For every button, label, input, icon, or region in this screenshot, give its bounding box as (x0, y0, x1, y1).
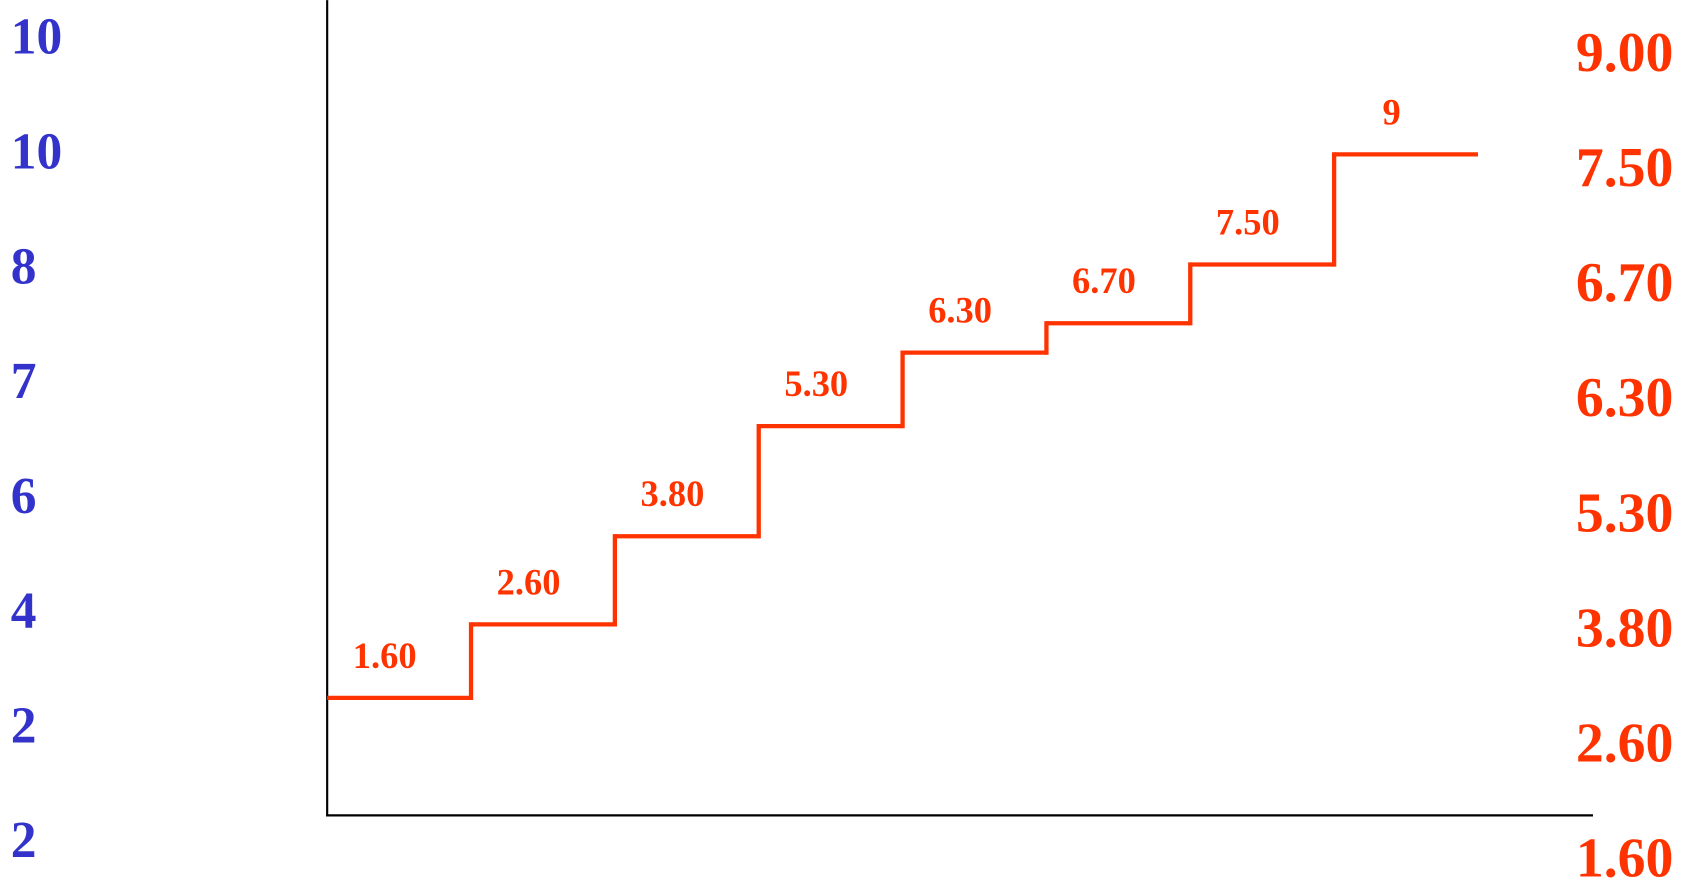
data-label: 7.50 (1216, 202, 1280, 242)
data-label: 6.70 (1072, 261, 1136, 301)
data-label: 2.60 (497, 562, 561, 602)
left-label: 2 (11, 697, 37, 754)
right-label: 3.80 (1576, 597, 1674, 659)
left-label: 4 (11, 583, 37, 640)
right-label: 1.60 (1576, 828, 1674, 882)
right-label: 6.70 (1576, 252, 1674, 314)
right-label: 9.00 (1576, 22, 1674, 84)
right-label: 5.30 (1576, 482, 1674, 544)
data-label: 1.60 (353, 636, 417, 676)
left-label: 8 (11, 238, 37, 295)
left-label: 2 (11, 812, 37, 869)
left-label: 10 (11, 9, 62, 66)
left-label: 10 (11, 124, 62, 181)
right-label: 7.50 (1576, 137, 1674, 199)
left-label: 7 (11, 353, 37, 410)
data-label: 3.80 (640, 474, 704, 514)
right-label: 6.30 (1576, 367, 1674, 429)
data-label: 5.30 (784, 364, 848, 404)
data-label: 6.30 (928, 291, 992, 331)
right-label: 2.60 (1576, 713, 1674, 775)
left-label: 6 (11, 468, 37, 525)
data-label: 9 (1383, 92, 1401, 132)
